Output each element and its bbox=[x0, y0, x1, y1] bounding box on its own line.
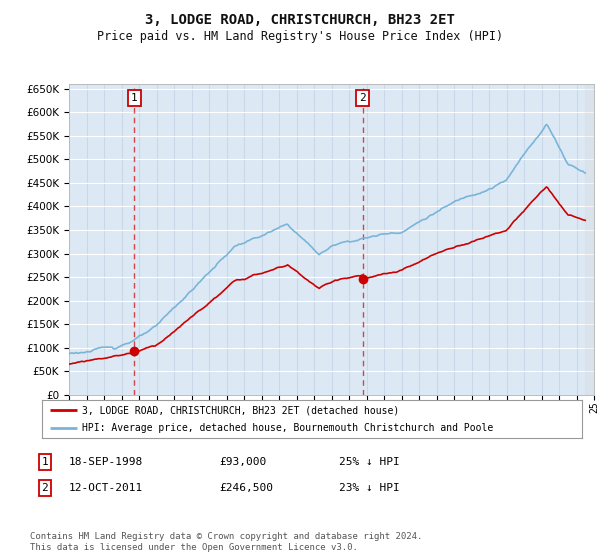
Text: 25% ↓ HPI: 25% ↓ HPI bbox=[339, 457, 400, 467]
Text: £246,500: £246,500 bbox=[219, 483, 273, 493]
Text: 1: 1 bbox=[41, 457, 49, 467]
Text: 18-SEP-1998: 18-SEP-1998 bbox=[69, 457, 143, 467]
Text: £93,000: £93,000 bbox=[219, 457, 266, 467]
Text: 1: 1 bbox=[131, 93, 137, 103]
Text: 2: 2 bbox=[359, 93, 366, 103]
Text: HPI: Average price, detached house, Bournemouth Christchurch and Poole: HPI: Average price, detached house, Bour… bbox=[83, 423, 494, 433]
Text: Price paid vs. HM Land Registry's House Price Index (HPI): Price paid vs. HM Land Registry's House … bbox=[97, 30, 503, 43]
Text: 12-OCT-2011: 12-OCT-2011 bbox=[69, 483, 143, 493]
Text: 2: 2 bbox=[41, 483, 49, 493]
Text: Contains HM Land Registry data © Crown copyright and database right 2024.
This d: Contains HM Land Registry data © Crown c… bbox=[30, 533, 422, 552]
Text: 23% ↓ HPI: 23% ↓ HPI bbox=[339, 483, 400, 493]
Text: 3, LODGE ROAD, CHRISTCHURCH, BH23 2ET: 3, LODGE ROAD, CHRISTCHURCH, BH23 2ET bbox=[145, 13, 455, 27]
Bar bbox=[585, 84, 594, 395]
Text: 3, LODGE ROAD, CHRISTCHURCH, BH23 2ET (detached house): 3, LODGE ROAD, CHRISTCHURCH, BH23 2ET (d… bbox=[83, 405, 400, 415]
Bar bbox=[585, 84, 594, 395]
